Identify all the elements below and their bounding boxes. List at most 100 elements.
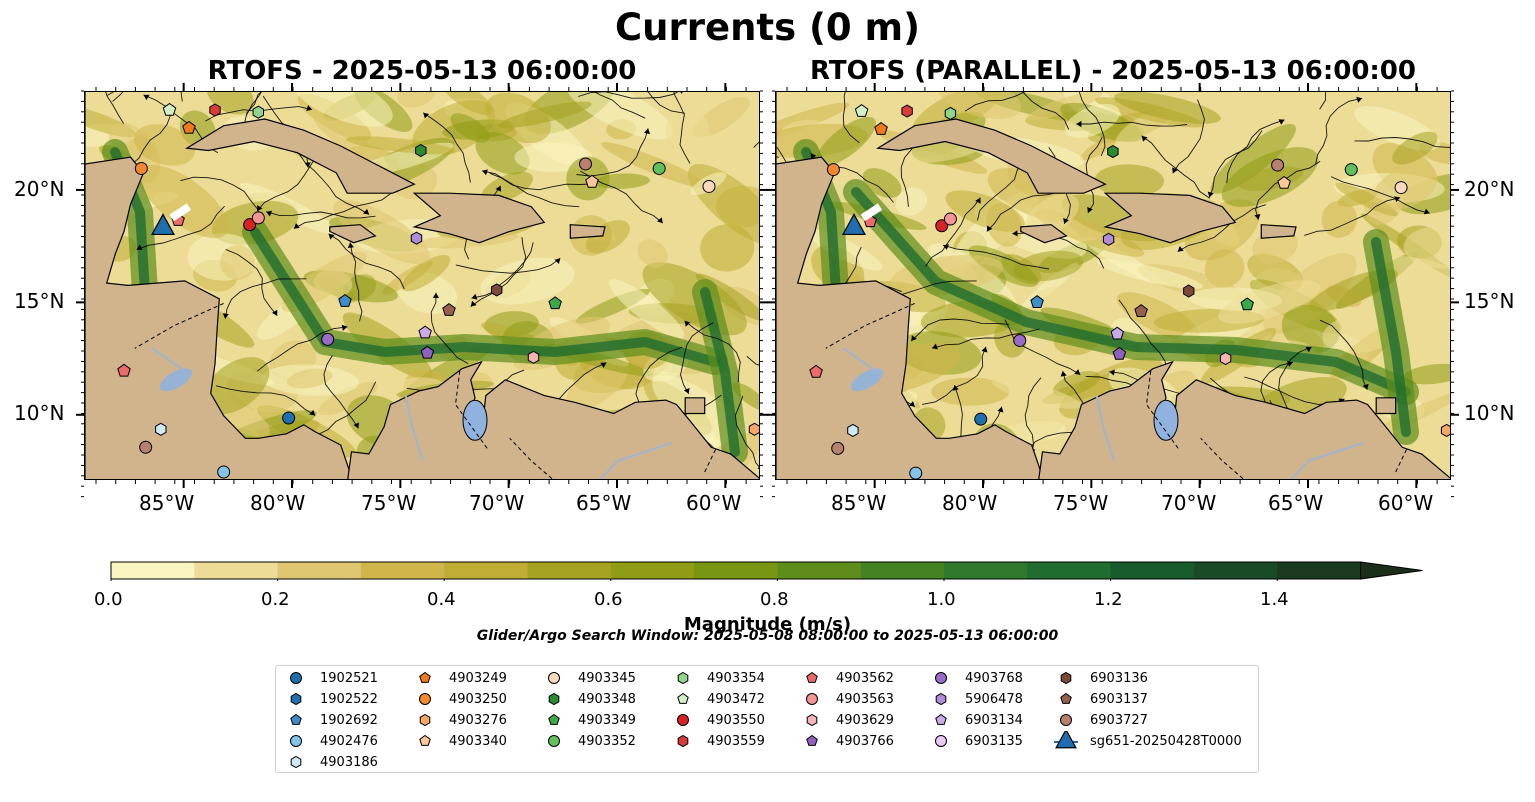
legend-item: 1902522 <box>284 689 378 709</box>
legend-item: 4903550 <box>671 710 765 730</box>
legend-item: 4903766 <box>800 731 894 751</box>
legend-marker <box>806 713 818 727</box>
float-marker-4903766 <box>1112 346 1127 360</box>
float-marker-4903550 <box>243 218 257 232</box>
float-marker-4903345 <box>1394 181 1408 195</box>
legend-marker <box>806 734 818 746</box>
float-marker-5906478 <box>410 231 423 245</box>
cbar-tick-5: 1.0 <box>927 589 956 610</box>
lon-label-65w-left: 65°W <box>576 491 632 515</box>
float-marker-6903134 <box>418 325 432 339</box>
legend-marker <box>806 693 818 705</box>
legend-label: 4903352 <box>578 733 636 749</box>
legend-label: 1902521 <box>320 670 378 686</box>
hexagon-marker-icon <box>935 692 947 706</box>
lat-label-15n-left: 15°N <box>14 289 65 313</box>
colorbar <box>110 561 1430 585</box>
legend-marker <box>548 672 560 684</box>
lon-label-75w-right: 75°W <box>1053 491 1109 515</box>
panel-right-subtitle: RTOFS (PARALLEL) - 2025-05-13 06:00:00 <box>810 56 1416 86</box>
float-marker-4903345 <box>702 179 716 193</box>
float-marker-4903768 <box>321 332 335 346</box>
float-marker-4903354 <box>252 105 264 119</box>
legend-marker <box>1055 731 1077 749</box>
legend-item: 4903276 <box>413 710 507 730</box>
legend-label: sg651-20250428T0000 <box>1090 733 1242 749</box>
legend-label: 4903249 <box>449 670 507 686</box>
glider-marker <box>150 213 176 236</box>
legend-marker <box>1060 671 1072 685</box>
circle-marker-icon <box>548 672 560 684</box>
legend-marker <box>548 713 560 725</box>
hexagon-marker-icon <box>548 692 560 706</box>
pentagon-marker-icon <box>806 671 818 683</box>
float-marker-4903562 <box>809 364 823 378</box>
legend-item: 5906478 <box>929 689 1023 709</box>
float-marker-4903562 <box>117 363 131 377</box>
legend-item: 4902476 <box>284 731 378 751</box>
legend-item: 4903349 <box>542 710 636 730</box>
legend-marker <box>806 671 818 683</box>
float-marker-4903349 <box>1240 297 1254 311</box>
legend-label: 4903768 <box>965 670 1023 686</box>
circle-marker-icon <box>677 714 689 726</box>
circle-marker-icon <box>935 672 947 684</box>
legend: 1902521 1902522 1902692 4902476 4903186 49032… <box>275 665 1259 773</box>
triangle-marker-icon <box>1054 731 1078 749</box>
legend-label: 4903472 <box>707 691 765 707</box>
float-marker-4903472 <box>162 102 177 116</box>
float-marker-4903559 <box>209 103 221 117</box>
legend-marker <box>1060 692 1072 704</box>
float-marker-4903563 <box>251 211 265 225</box>
legend-item: 4903354 <box>671 668 765 688</box>
legend-label: 6903727 <box>1090 712 1148 728</box>
legend-label: 4903559 <box>707 733 765 749</box>
lat-label-20n-left: 20°N <box>14 177 65 201</box>
float-marker-4903348 <box>1107 145 1119 159</box>
float-marker-1902521 <box>974 412 988 426</box>
circle-marker-icon <box>1060 714 1072 726</box>
legend-item: 4903345 <box>542 668 636 688</box>
lon-label-80w-left: 80°W <box>250 491 306 515</box>
lon-label-60w-left: 60°W <box>686 491 742 515</box>
lat-label-10n-left: 10°N <box>14 401 65 425</box>
lon-label-65w-right: 65°W <box>1268 491 1324 515</box>
legend-label: 4903562 <box>836 670 894 686</box>
lon-label-60w-right: 60°W <box>1378 491 1434 515</box>
legend-marker <box>677 692 689 704</box>
float-marker-6903136 <box>491 283 503 297</box>
float-marker-6903134 <box>1110 326 1124 340</box>
legend-marker <box>677 714 689 726</box>
legend-marker <box>548 735 560 747</box>
legend-marker <box>419 713 431 727</box>
legend-item: 4903348 <box>542 689 636 709</box>
lat-label-20n-right: 20°N <box>1464 177 1515 201</box>
lat-label-10n-right: 10°N <box>1464 401 1515 425</box>
float-marker-4903349 <box>548 296 562 310</box>
float-marker-6903727 <box>579 157 592 171</box>
float-marker-4903559 <box>901 104 913 118</box>
cbar-tick-7: 1.4 <box>1260 589 1289 610</box>
pentagon-marker-icon <box>419 671 431 683</box>
legend-marker <box>419 734 431 746</box>
circle-marker-icon <box>806 693 818 705</box>
float-marker-4903348 <box>415 143 427 158</box>
legend-item: 6903727 <box>1054 710 1148 730</box>
circle-marker-icon <box>548 735 560 747</box>
legend-marker <box>935 735 947 747</box>
float-marker-6903727 <box>831 441 845 455</box>
legend-label: 4903349 <box>578 712 636 728</box>
cbar-tick-2: 0.4 <box>427 589 456 610</box>
float-marker-4903550 <box>935 219 949 233</box>
legend-item: 4903340 <box>413 731 507 751</box>
legend-label: 6903136 <box>1090 670 1148 686</box>
float-marker-1902521 <box>282 411 296 425</box>
pentagon-marker-icon <box>677 692 689 704</box>
lon-label-75w-left: 75°W <box>361 491 417 515</box>
legend-label: 4903250 <box>449 691 507 707</box>
legend-marker <box>677 734 689 748</box>
circle-marker-icon <box>419 693 431 705</box>
legend-label: 4903276 <box>449 712 507 728</box>
float-marker-6903137 <box>1134 304 1148 317</box>
legend-item: 4903768 <box>929 668 1023 688</box>
